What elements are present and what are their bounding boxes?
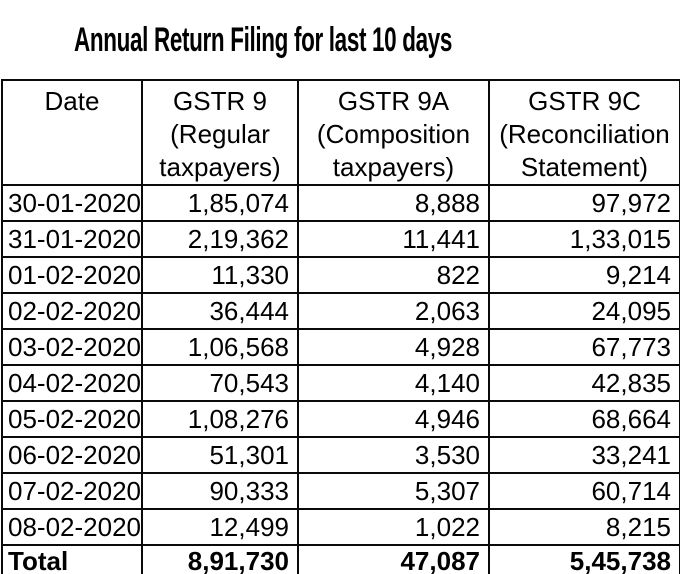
annual-return-filing-table: Date GSTR 9 (Regular taxpayers) GSTR 9A … bbox=[1, 79, 680, 574]
header-line: GSTR 9A bbox=[337, 86, 450, 116]
gstr9c-cell: 8,215 bbox=[488, 508, 680, 546]
header-line: (Reconciliation bbox=[499, 119, 670, 149]
gstr9a-cell: 822 bbox=[297, 256, 490, 294]
gstr9-cell: 1,06,568 bbox=[141, 328, 299, 366]
gstr9c-cell: 24,095 bbox=[488, 292, 680, 330]
date-cell: 31-01-2020 bbox=[1, 220, 143, 258]
total-gstr9a-cell: 47,087 bbox=[297, 544, 490, 574]
table-row: 06-02-2020 51,301 3,530 33,241 bbox=[1, 436, 680, 474]
gstr9a-cell: 5,307 bbox=[297, 472, 490, 510]
gstr9-cell: 2,19,362 bbox=[141, 220, 299, 258]
date-cell: 03-02-2020 bbox=[1, 328, 143, 366]
table-row: 08-02-2020 12,499 1,022 8,215 bbox=[1, 508, 680, 546]
table-row: 03-02-2020 1,06,568 4,928 67,773 bbox=[1, 328, 680, 366]
gstr9c-cell: 33,241 bbox=[488, 436, 680, 474]
table-row: 30-01-2020 1,85,074 8,888 97,972 bbox=[1, 184, 680, 222]
date-cell: 01-02-2020 bbox=[1, 256, 143, 294]
gstr9c-cell: 42,835 bbox=[488, 364, 680, 402]
table-row: 31-01-2020 2,19,362 11,441 1,33,015 bbox=[1, 220, 680, 258]
table-row: 07-02-2020 90,333 5,307 60,714 bbox=[1, 472, 680, 510]
total-label: Total bbox=[1, 544, 143, 574]
date-cell: 05-02-2020 bbox=[1, 400, 143, 438]
header-line: GSTR 9C bbox=[528, 86, 641, 116]
gstr9-cell: 1,08,276 bbox=[141, 400, 299, 438]
gstr9-cell: 11,330 bbox=[141, 256, 299, 294]
gstr9c-cell: 9,214 bbox=[488, 256, 680, 294]
table-row: 02-02-2020 36,444 2,063 24,095 bbox=[1, 292, 680, 330]
header-row: Date GSTR 9 (Regular taxpayers) GSTR 9A … bbox=[1, 79, 680, 186]
page-title-text: Annual Return Filing for last 10 days bbox=[74, 21, 453, 59]
gstr9a-cell: 8,888 bbox=[297, 184, 490, 222]
gstr9c-cell: 67,773 bbox=[488, 328, 680, 366]
gstr9c-cell: 60,714 bbox=[488, 472, 680, 510]
gstr9-cell: 12,499 bbox=[141, 508, 299, 546]
page-title: Annual Return Filing for last 10 days bbox=[74, 20, 647, 60]
header-line: Statement) bbox=[520, 152, 649, 182]
date-cell: 04-02-2020 bbox=[1, 364, 143, 402]
column-header-gstr9a: GSTR 9A (Composition taxpayers) bbox=[297, 79, 490, 186]
gstr9a-cell: 3,530 bbox=[297, 436, 490, 474]
header-line: GSTR 9 bbox=[173, 86, 267, 116]
date-cell: 06-02-2020 bbox=[1, 436, 143, 474]
column-header-gstr9: GSTR 9 (Regular taxpayers) bbox=[141, 79, 299, 186]
total-gstr9c-cell: 5,45,738 bbox=[488, 544, 680, 574]
gstr9a-cell: 11,441 bbox=[297, 220, 490, 258]
column-header-gstr9c: GSTR 9C (Reconciliation Statement) bbox=[488, 79, 680, 186]
gstr9-cell: 90,333 bbox=[141, 472, 299, 510]
column-header-date: Date bbox=[1, 79, 143, 186]
date-cell: 02-02-2020 bbox=[1, 292, 143, 330]
gstr9a-cell: 4,140 bbox=[297, 364, 490, 402]
gstr9-cell: 36,444 bbox=[141, 292, 299, 330]
gstr9c-cell: 97,972 bbox=[488, 184, 680, 222]
total-row: Total 8,91,730 47,087 5,45,738 bbox=[1, 544, 680, 574]
header-line: (Regular bbox=[170, 119, 270, 149]
gstr9a-cell: 4,928 bbox=[297, 328, 490, 366]
table-row: 01-02-2020 11,330 822 9,214 bbox=[1, 256, 680, 294]
gstr9a-cell: 1,022 bbox=[297, 508, 490, 546]
date-cell: 07-02-2020 bbox=[1, 472, 143, 510]
gstr9-cell: 51,301 bbox=[141, 436, 299, 474]
gstr9a-cell: 2,063 bbox=[297, 292, 490, 330]
header-line: Date bbox=[44, 86, 100, 116]
gstr9-cell: 70,543 bbox=[141, 364, 299, 402]
gstr9-cell: 1,85,074 bbox=[141, 184, 299, 222]
date-cell: 08-02-2020 bbox=[1, 508, 143, 546]
table-row: 05-02-2020 1,08,276 4,946 68,664 bbox=[1, 400, 680, 438]
total-gstr9-cell: 8,91,730 bbox=[141, 544, 299, 574]
header-line: (Composition bbox=[316, 119, 471, 149]
gstr9c-cell: 1,33,015 bbox=[488, 220, 680, 258]
header-line: taxpayers) bbox=[332, 152, 455, 182]
header-line: taxpayers) bbox=[159, 152, 281, 182]
table-row: 04-02-2020 70,543 4,140 42,835 bbox=[1, 364, 680, 402]
gstr9a-cell: 4,946 bbox=[297, 400, 490, 438]
gstr9c-cell: 68,664 bbox=[488, 400, 680, 438]
date-cell: 30-01-2020 bbox=[1, 184, 143, 222]
